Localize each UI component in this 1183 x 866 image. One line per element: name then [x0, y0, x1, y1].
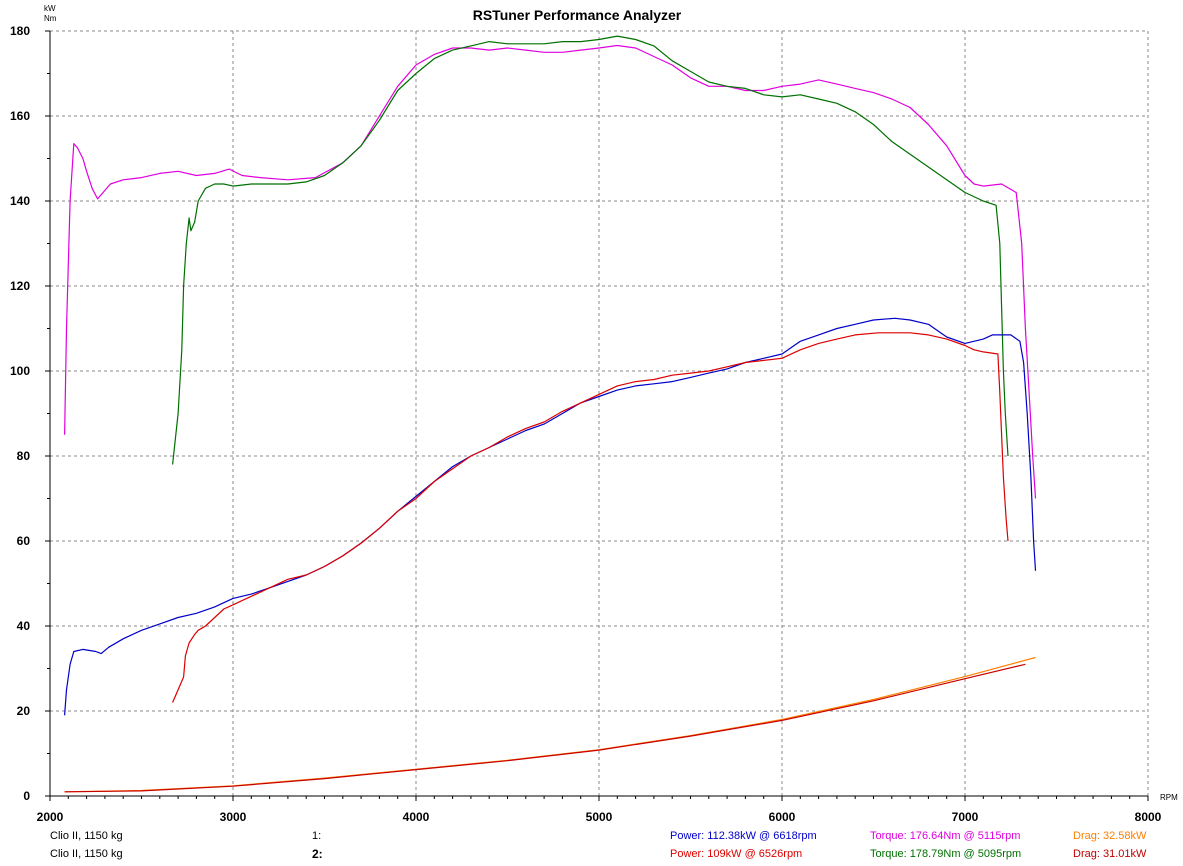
footer-torque-2: Torque: 178.79Nm @ 5095rpm: [870, 848, 1022, 860]
x-tick-label: 4000: [403, 810, 430, 824]
y-unit-nm: Nm: [44, 14, 57, 23]
series-line-torque-1: [64, 44, 1037, 499]
footer-drag-2: Drag: 31.01kW: [1073, 848, 1147, 860]
x-tick-label: 2000: [37, 810, 64, 824]
axes: [45, 30, 1149, 801]
x-tick-label: 7000: [952, 810, 979, 824]
series-line-drag-1: [64, 656, 1036, 793]
series-line-torque-2: [172, 35, 1009, 465]
footer-torque-1: Torque: 176.64Nm @ 5115rpm: [870, 830, 1021, 842]
footer-car-1: Clio II, 1150 kg: [50, 830, 123, 842]
series-line-drag-2: [64, 663, 1026, 793]
x-tick-label: 3000: [220, 810, 247, 824]
y-tick-label: 180: [10, 24, 30, 38]
footer-car-2: Clio II, 1150 kg: [50, 848, 123, 860]
y-tick-label: 40: [17, 619, 31, 633]
y-tick-label: 0: [23, 789, 30, 803]
y-unit-kw: kW: [44, 4, 56, 13]
y-tick-label: 140: [10, 194, 30, 208]
footer-power-1: Power: 112.38kW @ 6618rpm: [670, 830, 817, 842]
y-tick-label: 80: [17, 449, 31, 463]
tick-labels: 2000 3000 4000 5000 6000 7000 8000 0 20 40 60 80 100…: [10, 24, 1162, 824]
y-tick-label: 60: [17, 534, 31, 548]
x-unit-rpm: RPM: [1160, 793, 1178, 802]
y-tick-label: 160: [10, 109, 30, 123]
x-tick-label: 6000: [769, 810, 796, 824]
y-tick-label: 20: [17, 704, 31, 718]
footer-run-2: 2:: [312, 847, 323, 861]
footer-run-1: 1:: [312, 830, 322, 842]
chart-title: RSTuner Performance Analyzer: [473, 7, 682, 23]
series-line-power-2: [172, 332, 1009, 703]
y-tick-label: 120: [10, 279, 30, 293]
x-tick-label: 5000: [586, 810, 613, 824]
footer-drag-1: Drag: 32.58kW: [1073, 830, 1147, 842]
grid: [50, 30, 1149, 796]
series-lines: [64, 35, 1037, 793]
y-tick-label: 100: [10, 364, 30, 378]
x-tick-label: 8000: [1135, 810, 1162, 824]
series-line-power-1: [64, 317, 1037, 716]
footer-power-2: Power: 109kW @ 6526rpm: [670, 848, 803, 860]
